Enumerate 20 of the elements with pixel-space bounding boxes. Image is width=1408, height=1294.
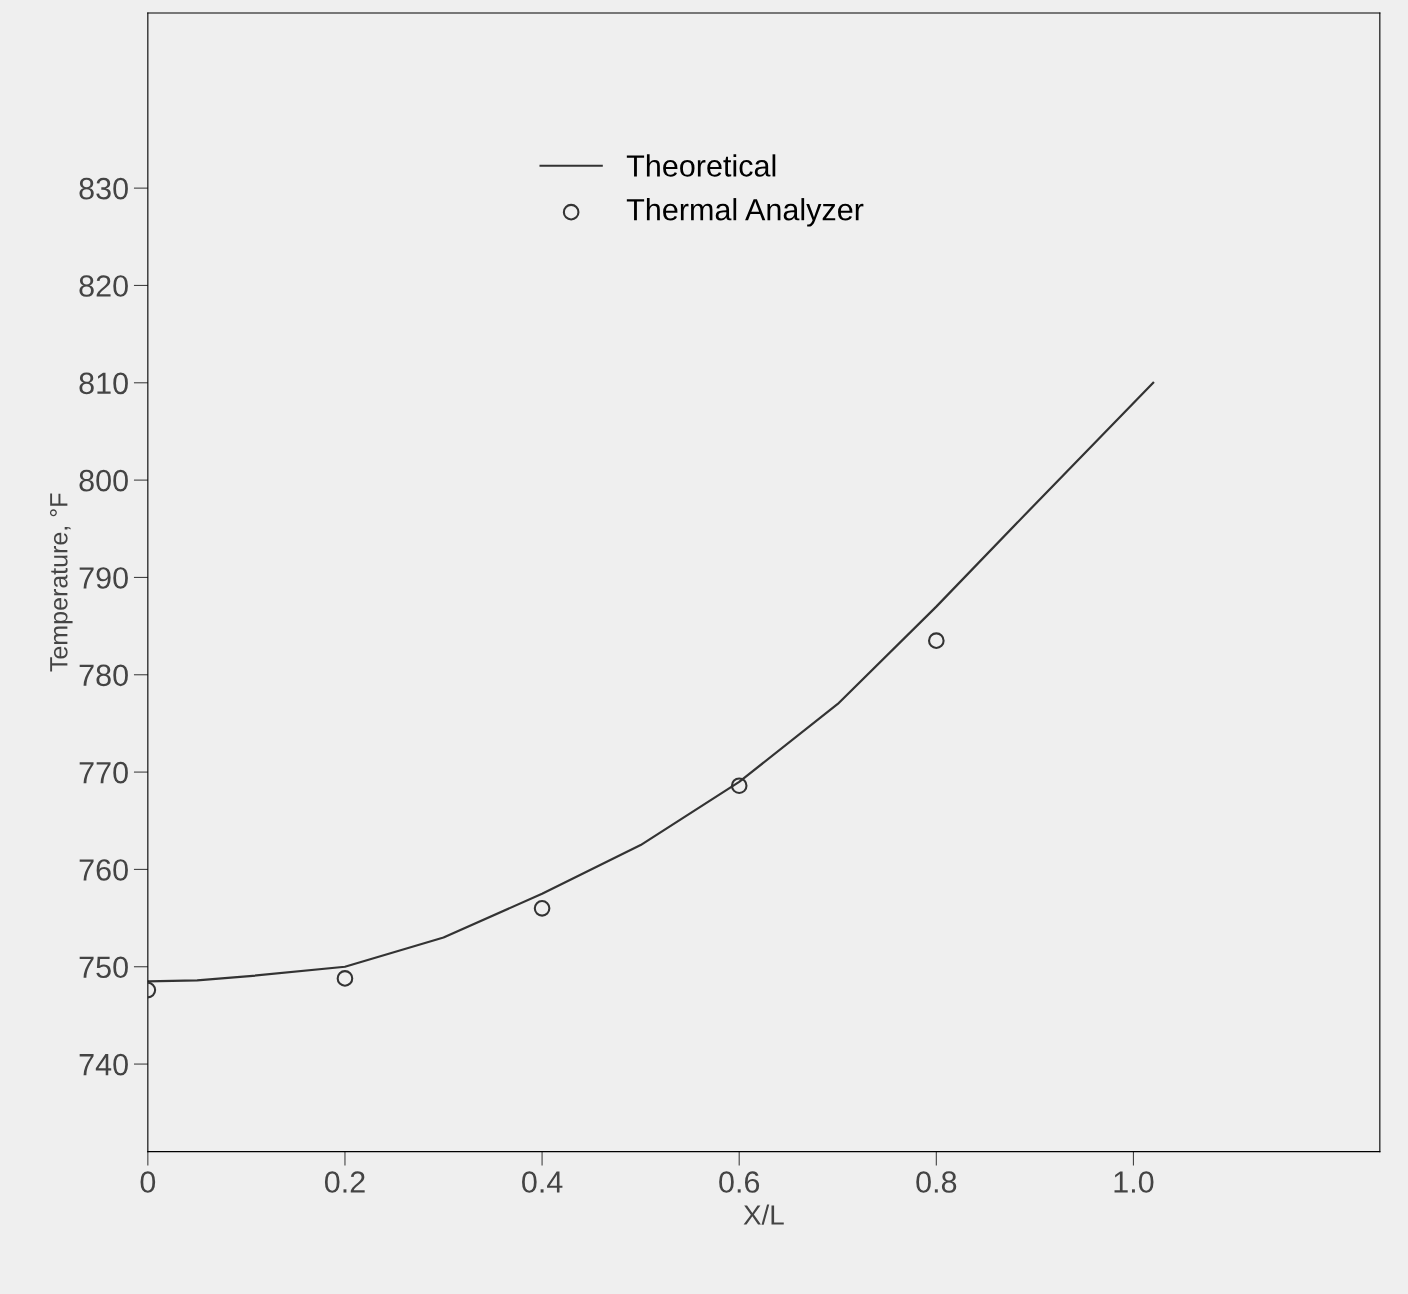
y-tick-label: 740 [79, 1053, 128, 1076]
y-tick-label: 770 [79, 761, 128, 784]
y-tick-label: 800 [79, 469, 128, 492]
x-tick-label: 0 [140, 1171, 156, 1193]
y-tick-label: 790 [79, 567, 128, 589]
legend-label: Theoretical [626, 154, 776, 177]
y-tick-label: 760 [79, 859, 128, 881]
y-tick-label: 750 [79, 956, 128, 979]
y-tick-label: 810 [79, 372, 128, 395]
y-tick-label: 830 [79, 177, 128, 200]
y-tick-label: 780 [79, 664, 128, 687]
y-axis-title: Temperature, °F [49, 493, 73, 672]
x-tick-label: 1.0 [1114, 1171, 1154, 1193]
legend-label: Thermal Analyzer [626, 198, 864, 227]
x-tick-label: 0.8 [916, 1171, 957, 1193]
y-tick-label: 820 [79, 275, 128, 297]
x-axis-title: X/L [743, 1204, 784, 1225]
x-tick-label: 0.4 [522, 1171, 563, 1193]
x-tick-label: 0.6 [719, 1171, 760, 1193]
x-tick-label: 0.2 [324, 1171, 365, 1193]
